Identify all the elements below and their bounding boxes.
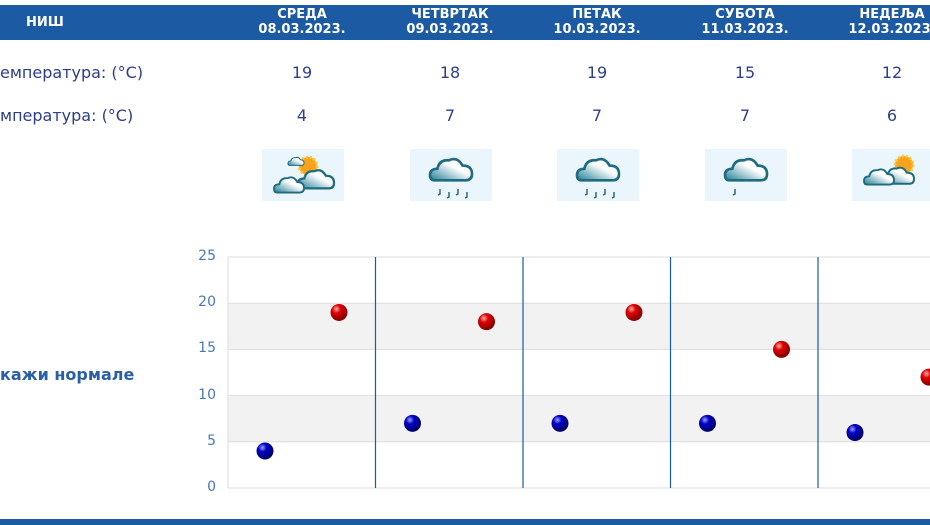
min-temp-value: 6 [886, 106, 898, 125]
day-name: СРЕДА [277, 7, 327, 22]
day-date: 10.03.2023. [553, 22, 641, 37]
forecast-header: НИШ СРЕДА 08.03.2023. ЧЕТВРТАК 09.03.2023. П… [0, 5, 930, 40]
min-temp-value: 7 [739, 106, 751, 125]
max-temp-point [478, 313, 495, 331]
day-header: СРЕДА 08.03.2023. [232, 7, 372, 37]
min-temp-point [551, 414, 569, 432]
day-date: 12.03.2023. [848, 22, 930, 37]
day-name: НЕДЕЉА [859, 7, 925, 22]
show-normals-link[interactable]: кажи нормале [0, 365, 135, 384]
max-temp-point [920, 368, 930, 386]
min-temp-value: 4 [296, 106, 308, 125]
min-temp-label: мпература: (°C) [0, 106, 134, 125]
min-temp-point [404, 414, 421, 432]
max-temp-value: 15 [734, 63, 756, 82]
min-temp-value: 7 [444, 106, 456, 125]
light-rain-cloud-icon [705, 149, 787, 201]
y-tick-label: 15 [198, 340, 216, 357]
y-tick-label: 20 [198, 294, 216, 311]
min-temp-point [846, 424, 864, 442]
y-tick-label: 0 [207, 479, 216, 495]
max-temp-label: емпература: (°C) [0, 63, 144, 82]
day-header: СУБОТА 11.03.2023. [675, 7, 815, 37]
min-temp-point [256, 442, 274, 460]
sun-clouds-icon [852, 149, 930, 201]
max-temp-value: 18 [439, 63, 461, 82]
grid-band [228, 395, 930, 442]
y-tick-label: 5 [207, 432, 216, 449]
day-header: ЧЕТВРТАК 09.03.2023. [380, 7, 520, 37]
max-temp-value: 19 [291, 63, 313, 82]
min-temp-value: 7 [591, 106, 603, 125]
rain-cloud-icon [410, 149, 492, 201]
day-header: НЕДЕЉА 12.03.2023. [822, 7, 930, 37]
partly-cloudy-sun-icon [262, 149, 344, 201]
city-name: НИШ [26, 15, 64, 30]
y-tick-label: 10 [198, 386, 216, 403]
max-temp-point [625, 303, 643, 321]
day-date: 09.03.2023. [406, 22, 494, 37]
bottom-bar [0, 519, 930, 525]
rain-cloud-icon [557, 149, 639, 201]
max-temp-value: 12 [881, 63, 903, 82]
max-temp-value: 19 [586, 63, 608, 82]
day-date: 08.03.2023. [258, 22, 346, 37]
day-header: ПЕТАК 10.03.2023. [527, 7, 667, 37]
max-temp-point [773, 340, 790, 358]
day-date: 11.03.2023. [701, 22, 789, 37]
day-name: СУБОТА [715, 7, 775, 22]
min-temp-point [699, 414, 716, 432]
day-name: ПЕТАК [572, 7, 622, 22]
y-tick-label: 25 [198, 248, 216, 264]
day-name: ЧЕТВРТАК [411, 7, 489, 22]
max-temp-point [330, 303, 348, 321]
